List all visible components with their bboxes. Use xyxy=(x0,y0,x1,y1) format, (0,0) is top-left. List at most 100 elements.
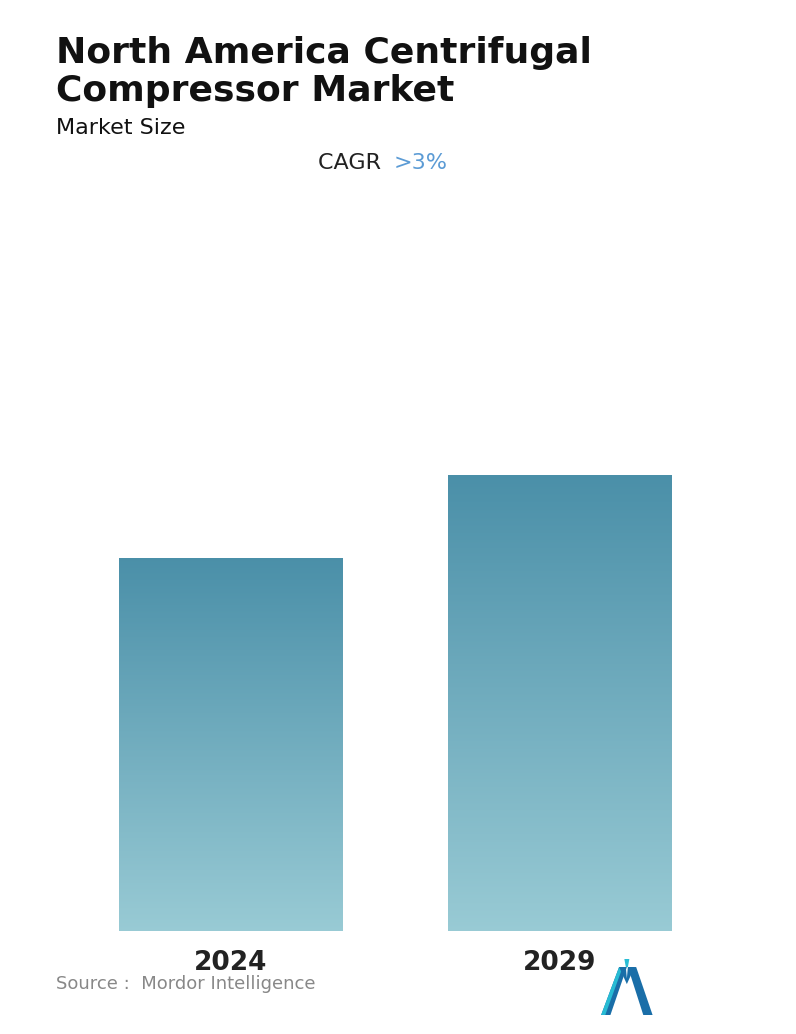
Bar xyxy=(448,893,672,895)
Bar xyxy=(448,811,672,813)
Bar xyxy=(448,613,672,614)
Bar xyxy=(448,499,672,500)
Bar xyxy=(448,884,672,886)
Bar xyxy=(448,895,672,898)
Bar xyxy=(119,875,343,877)
Bar xyxy=(119,572,343,573)
Bar xyxy=(448,809,672,810)
Bar xyxy=(119,896,343,898)
Bar xyxy=(119,613,343,614)
Bar xyxy=(119,620,343,621)
Bar xyxy=(448,688,672,690)
Bar xyxy=(119,701,343,703)
Bar xyxy=(119,809,343,811)
Bar xyxy=(119,843,343,844)
Bar xyxy=(119,860,343,861)
Bar xyxy=(119,678,343,680)
Polygon shape xyxy=(619,967,634,984)
Bar xyxy=(448,595,672,597)
Bar xyxy=(119,800,343,801)
Bar xyxy=(119,858,343,860)
Bar xyxy=(119,911,343,912)
Bar xyxy=(119,695,343,696)
Bar xyxy=(119,848,343,850)
Bar xyxy=(448,848,672,850)
Bar xyxy=(448,787,672,788)
Bar xyxy=(448,754,672,756)
Bar xyxy=(448,831,672,832)
Bar xyxy=(448,626,672,627)
Bar xyxy=(119,604,343,606)
Bar xyxy=(448,909,672,910)
Bar xyxy=(119,604,343,605)
Bar xyxy=(119,629,343,630)
Bar xyxy=(119,577,343,579)
Bar xyxy=(448,847,672,849)
Bar xyxy=(119,644,343,646)
Bar xyxy=(448,868,672,870)
Bar xyxy=(119,864,343,865)
Bar xyxy=(448,527,672,529)
Bar xyxy=(448,759,672,761)
Bar xyxy=(448,659,672,660)
Bar xyxy=(119,690,343,692)
Bar xyxy=(448,767,672,769)
Bar xyxy=(119,925,343,926)
Bar xyxy=(119,869,343,871)
Bar xyxy=(448,545,672,546)
Bar xyxy=(119,697,343,699)
Bar xyxy=(119,923,343,925)
Bar xyxy=(119,895,343,898)
Bar xyxy=(119,767,343,768)
Bar xyxy=(448,553,672,555)
Bar xyxy=(448,689,672,691)
Bar xyxy=(448,558,672,559)
Bar xyxy=(119,710,343,711)
Bar xyxy=(448,722,672,724)
Bar xyxy=(448,667,672,669)
Bar xyxy=(119,887,343,888)
Bar xyxy=(448,512,672,513)
Bar xyxy=(448,497,672,499)
Bar xyxy=(119,764,343,766)
Bar xyxy=(448,797,672,798)
Bar xyxy=(448,819,672,820)
Bar xyxy=(448,791,672,793)
Bar xyxy=(448,876,672,877)
Bar xyxy=(448,620,672,622)
Bar xyxy=(119,670,343,671)
Bar xyxy=(448,763,672,764)
Bar xyxy=(119,610,343,611)
Bar xyxy=(119,854,343,855)
Bar xyxy=(119,586,343,588)
Bar xyxy=(448,618,672,620)
Bar xyxy=(119,609,343,610)
Bar xyxy=(448,632,672,634)
Bar xyxy=(448,703,672,704)
Bar xyxy=(119,663,343,665)
Bar xyxy=(119,624,343,626)
Bar xyxy=(119,861,343,862)
Bar xyxy=(448,535,672,536)
Bar xyxy=(448,542,672,544)
Bar xyxy=(448,677,672,679)
Bar xyxy=(119,766,343,767)
Bar xyxy=(119,726,343,728)
Bar xyxy=(119,693,343,694)
Bar xyxy=(448,585,672,587)
Bar xyxy=(119,837,343,838)
Bar xyxy=(448,915,672,917)
Bar xyxy=(119,558,343,559)
Bar xyxy=(119,827,343,828)
Bar xyxy=(448,869,672,871)
Bar xyxy=(448,810,672,811)
Bar xyxy=(119,772,343,774)
Bar xyxy=(119,862,343,863)
Bar xyxy=(119,812,343,814)
Bar xyxy=(119,617,343,618)
Bar xyxy=(119,782,343,783)
Bar xyxy=(119,815,343,816)
Bar xyxy=(448,524,672,525)
Bar xyxy=(448,734,672,736)
Bar xyxy=(448,860,672,862)
